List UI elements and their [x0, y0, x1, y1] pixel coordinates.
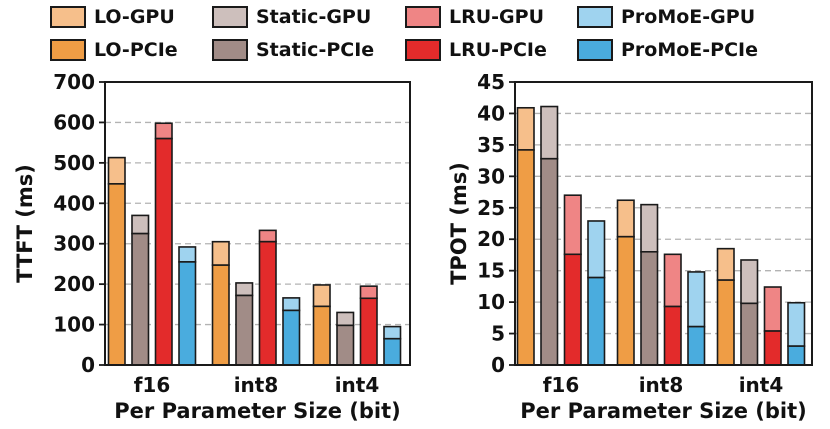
ttft-xtick-label-int8: int8 [234, 373, 279, 397]
legend-label-promoe-gpu: ProMoE-GPU [621, 6, 756, 28]
legend-swatch-static-pcie [212, 39, 248, 61]
legend-item-lru-gpu: LRU-GPU [405, 2, 544, 32]
ttft-plot-frame [104, 81, 411, 366]
ttft-xtick-label-f16: f16 [134, 373, 171, 397]
ttft-bar-lru-gpu-int8 [258, 229, 277, 243]
ttft-bar-static-pcie-int8 [235, 294, 254, 366]
ttft-bar-lru-pcie-int8 [258, 240, 277, 366]
ttft-bar-static-gpu-f16 [131, 214, 150, 235]
ttft-bar-promoe-gpu-int4 [383, 325, 402, 340]
ttft-ytick-label-400: 400 [53, 191, 95, 215]
legend-label-promoe-pcie: ProMoE-PCIe [621, 39, 758, 61]
ttft-bar-static-pcie-int4 [336, 324, 355, 366]
ttft-bar-lo-gpu-f16 [107, 156, 126, 185]
ttft-bar-lo-gpu-int4 [312, 284, 331, 308]
ttft-x-axis-label: Per Parameter Size (bit) [114, 399, 400, 423]
ttft-xtick-label-int4: int4 [335, 373, 380, 397]
legend-item-lo-gpu: LO-GPU [50, 2, 175, 32]
legend-swatch-lo-pcie [50, 39, 86, 61]
legend-item-promoe-gpu: ProMoE-GPU [577, 2, 755, 32]
legend-item-static-gpu: Static-GPU [212, 2, 371, 32]
ttft-ytick-label-500: 500 [53, 151, 95, 175]
ttft-bar-promoe-gpu-int8 [282, 297, 301, 312]
ttft-bar-static-pcie-f16 [131, 232, 150, 366]
ttft-y-axis-label: TTFT (ms) [13, 164, 37, 283]
ttft-bar-lo-pcie-int4 [312, 305, 331, 366]
ttft-bar-lo-pcie-int8 [211, 264, 230, 366]
ttft-bar-promoe-gpu-f16 [178, 246, 197, 263]
legend-item-promoe-pcie: ProMoE-PCIe [577, 35, 758, 65]
ttft-bar-lo-gpu-int8 [211, 240, 230, 266]
ttft-bar-promoe-pcie-int8 [282, 309, 301, 366]
legend-item-lo-pcie: LO-PCIe [50, 35, 178, 65]
legend: LO-GPU Static-GPU LRU-GPU ProMoE-GPU LO-… [0, 0, 830, 72]
legend-item-static-pcie: Static-PCIe [212, 35, 374, 65]
ttft-bar-lo-pcie-f16 [107, 183, 126, 366]
legend-swatch-promoe-pcie [577, 39, 613, 61]
legend-swatch-lru-pcie [405, 39, 441, 61]
ttft-bar-lru-pcie-int4 [359, 297, 378, 366]
ttft-ytick-label-600: 600 [53, 110, 95, 134]
legend-label-lru-pcie: LRU-PCIe [449, 39, 547, 61]
legend-label-static-pcie: Static-PCIe [256, 39, 375, 61]
legend-item-lru-pcie: LRU-PCIe [405, 35, 547, 65]
legend-swatch-lru-gpu [405, 6, 441, 28]
ttft-bar-static-gpu-int8 [235, 282, 254, 297]
ttft-bar-lru-gpu-int4 [359, 285, 378, 300]
ttft-ytick-label-100: 100 [53, 313, 95, 337]
ttft-bar-promoe-pcie-f16 [178, 261, 197, 366]
legend-label-lru-gpu: LRU-GPU [449, 6, 544, 28]
ttft-ytick-label-0: 0 [81, 353, 95, 377]
ttft-bar-static-gpu-int4 [336, 311, 355, 327]
legend-swatch-promoe-gpu [577, 6, 613, 28]
ttft-bar-lru-gpu-f16 [154, 122, 173, 140]
legend-label-lo-gpu: LO-GPU [94, 6, 175, 28]
ttft-ytick-label-700: 700 [53, 70, 95, 94]
legend-label-static-gpu: Static-GPU [256, 6, 372, 28]
legend-swatch-lo-gpu [50, 6, 86, 28]
ttft-ytick-label-300: 300 [53, 232, 95, 256]
legend-swatch-static-gpu [212, 6, 248, 28]
ttft-bar-promoe-pcie-int4 [383, 337, 402, 366]
legend-label-lo-pcie: LO-PCIe [94, 39, 178, 61]
ttft-ytick-label-200: 200 [53, 272, 95, 296]
ttft-bar-lru-pcie-f16 [154, 137, 173, 366]
